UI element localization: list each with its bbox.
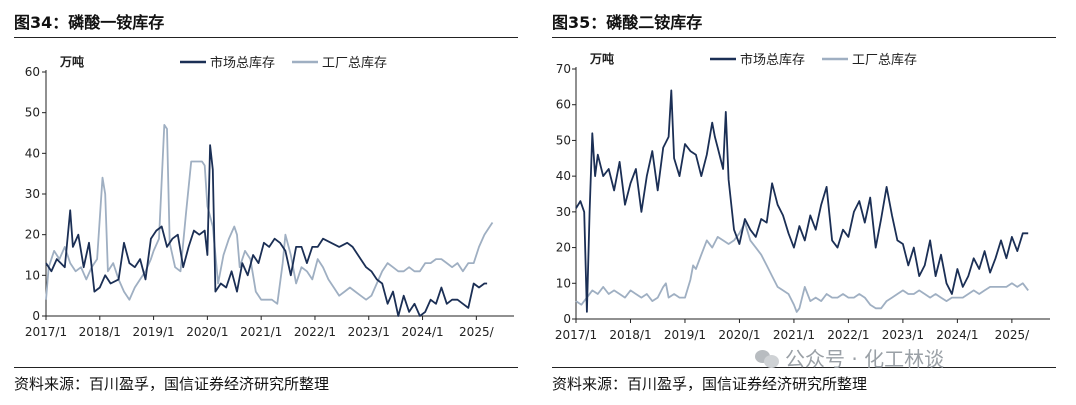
y-tick-label: 60 (25, 65, 40, 79)
x-tick-label: 2023/1 (882, 328, 924, 342)
x-tick-label: 2023/1 (348, 325, 390, 339)
chart-mono-ammonium-phosphate-inventory: 0 10 20 30 40 50 60 2017/1 2018/1 2019/1 2020/1 202… (25, 54, 514, 339)
x-tick-label: 2024/1 (401, 325, 443, 339)
series-line (45, 124, 494, 305)
legend-label: 市场总库存 (740, 52, 805, 68)
x-tick-label: 2019/1 (132, 325, 174, 339)
x-tick-label: 2018/1 (609, 328, 651, 342)
y-tick-label: 10 (25, 268, 40, 282)
source-rule (552, 367, 1056, 368)
legend-label: 工厂总库存 (322, 55, 387, 71)
x-tick-label: 2025/ (995, 328, 1031, 342)
watermark: 公众号 · 化工林谈 (755, 343, 944, 372)
y-tick-label: 20 (556, 241, 571, 255)
watermark-text: 公众号 · 化工林谈 (785, 347, 945, 371)
x-tick-label: 2019/1 (664, 328, 706, 342)
x-tick-label: 2021/1 (773, 328, 815, 342)
y-tick-label: 70 (556, 62, 571, 76)
x-tick-label: 2021/1 (240, 325, 282, 339)
y-tick-label: 50 (556, 133, 571, 147)
y-tick-label: 20 (25, 228, 40, 242)
x-tick-label: 2017/1 (555, 328, 597, 342)
y-tick-label: 60 (556, 98, 571, 112)
source-rule (14, 367, 518, 368)
x-tick-label: 2017/1 (25, 325, 67, 339)
x-tick-label: 2020/1 (718, 328, 760, 342)
wechat-icon (755, 348, 779, 368)
y-tick-label: 50 (25, 106, 40, 120)
x-tick-label: 2020/1 (186, 325, 228, 339)
chart-panel-left: 图34：磷酸一铵库存 0 10 20 30 40 50 60 2017/1 2018/1 2019… (14, 13, 518, 393)
unit-label: 万吨 (59, 54, 84, 69)
legend-label: 工厂总库存 (852, 52, 917, 68)
unit-label: 万吨 (589, 51, 614, 66)
y-tick-label: 40 (25, 146, 40, 160)
x-tick-label: 2024/1 (936, 328, 978, 342)
y-tick-label: 30 (556, 205, 571, 219)
chart-diammonium-phosphate-inventory: 0 10 20 30 40 50 60 70 2017/1 2018/1 2019/1 2020/1 2… (555, 51, 1050, 342)
series-line (575, 89, 1029, 313)
chart-panel-right: 图35：磷酸二铵库存 0 10 20 30 40 50 60 70 2017/1 2018/1 20… (538, 0, 1076, 405)
x-tick-label: 2025/ (459, 325, 495, 339)
x-tick-label: 2022/1 (827, 328, 869, 342)
figure-title: 图34：磷酸一铵库存 (14, 13, 165, 32)
title-rule (14, 37, 518, 38)
x-tick-label: 2022/1 (294, 325, 336, 339)
y-tick-label: 0 (32, 309, 40, 323)
source-note: 资料来源：百川盈孚，国信证券经济研究所整理 (552, 375, 868, 393)
title-rule (552, 37, 1056, 38)
y-tick-label: 30 (25, 187, 40, 201)
legend-label: 市场总库存 (210, 55, 275, 71)
series-line (45, 144, 488, 317)
series-line (575, 221, 1029, 313)
x-tick-label: 2018/1 (79, 325, 121, 339)
y-tick-label: 40 (556, 169, 571, 183)
figure-title: 图35：磷酸二铵库存 (552, 13, 703, 32)
y-tick-label: 10 (556, 276, 571, 290)
source-note: 资料来源：百川盈孚，国信证券经济研究所整理 (14, 375, 330, 393)
y-tick-label: 0 (563, 312, 571, 326)
